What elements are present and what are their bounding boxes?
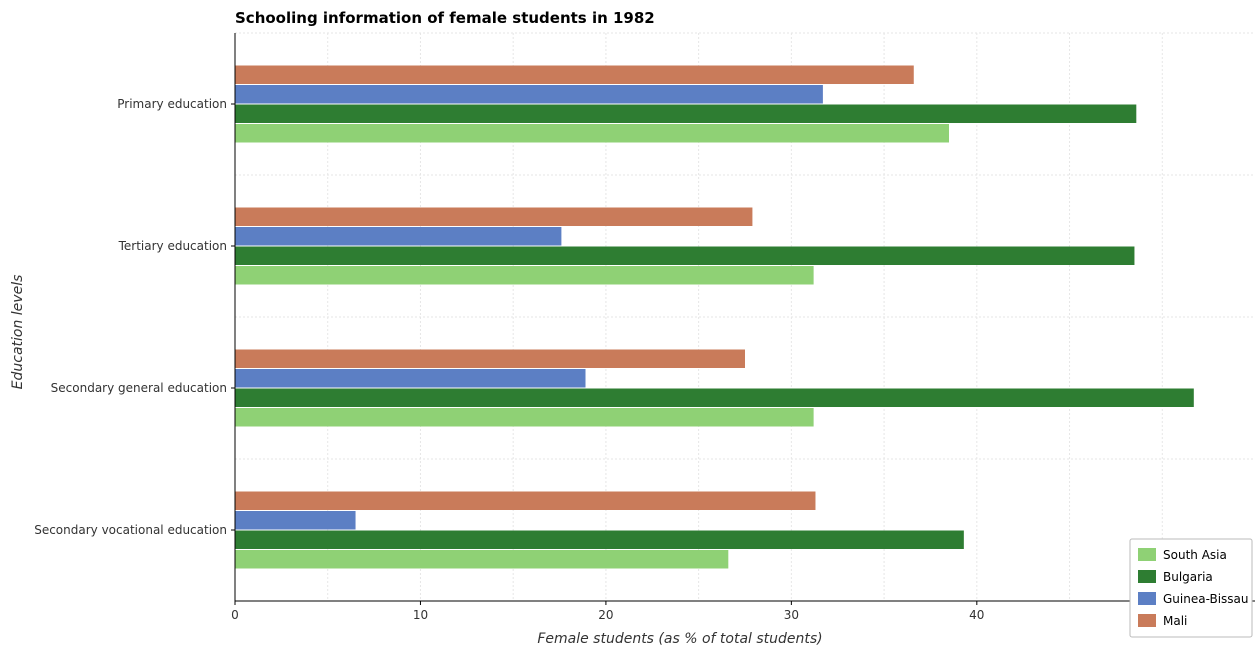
bar-mali xyxy=(235,207,753,226)
bar-guinea-bissau xyxy=(235,85,823,104)
bar-guinea-bissau xyxy=(235,511,356,530)
category-label: Secondary general education xyxy=(51,381,227,395)
bar-guinea-bissau xyxy=(235,227,562,246)
bar-bulgaria xyxy=(235,246,1135,265)
x-tick-label: 20 xyxy=(598,608,613,622)
x-axis-label: Female students (as % of total students) xyxy=(537,631,822,647)
x-tick-label: 0 xyxy=(231,608,239,622)
x-tick-label: 10 xyxy=(413,608,428,622)
bar-mali xyxy=(235,349,745,368)
legend-label: Mali xyxy=(1163,614,1187,628)
bar-south-asia xyxy=(235,408,814,427)
chart-title: Schooling information of female students… xyxy=(235,9,655,27)
legend-swatch xyxy=(1138,614,1156,627)
legend-swatch xyxy=(1138,592,1156,605)
legend-swatch xyxy=(1138,570,1156,583)
bar-south-asia xyxy=(235,124,949,143)
y-axis-label: Education levels xyxy=(10,275,26,390)
category-label: Secondary vocational education xyxy=(34,523,227,537)
legend-label: South Asia xyxy=(1163,548,1227,562)
bar-mali xyxy=(235,65,914,84)
bar-bulgaria xyxy=(235,104,1137,123)
category-label: Primary education xyxy=(117,97,227,111)
legend: South Asia Bulgaria Guinea-Bissau Mali xyxy=(1129,538,1253,638)
legend-label: Bulgaria xyxy=(1163,570,1213,584)
x-tick-label: 30 xyxy=(784,608,799,622)
bar-south-asia xyxy=(235,550,729,569)
category-labels: Primary education Tertiary education Secon… xyxy=(34,97,227,537)
category-label: Tertiary education xyxy=(118,239,227,253)
bar-bulgaria xyxy=(235,530,964,549)
bar-bulgaria xyxy=(235,388,1194,407)
bar-guinea-bissau xyxy=(235,369,586,388)
bar-south-asia xyxy=(235,266,814,285)
legend-label: Guinea-Bissau xyxy=(1163,592,1249,606)
x-tick-label: 40 xyxy=(969,608,984,622)
legend-box xyxy=(1129,538,1253,638)
axes xyxy=(231,33,1255,605)
bar-mali xyxy=(235,491,816,510)
legend-swatch xyxy=(1138,548,1156,561)
bars xyxy=(235,65,1194,569)
